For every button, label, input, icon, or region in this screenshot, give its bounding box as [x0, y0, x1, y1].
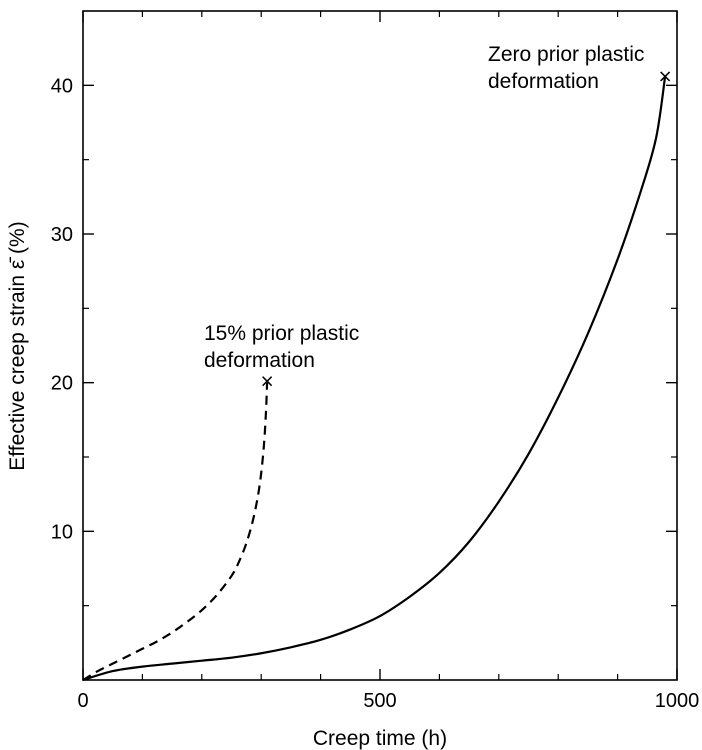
end-markers [262, 71, 671, 387]
y-tick-label: 20 [51, 373, 73, 395]
axis-ticks [82, 11, 678, 680]
x-tick-label: 1000 [655, 690, 700, 712]
x-tick-label: 0 [77, 690, 88, 712]
series-end-x-marker [262, 376, 273, 387]
y-tick-label: 10 [51, 521, 73, 543]
annotation-15-prior-line-2: deformation [204, 349, 315, 372]
annotation-15-prior-line-1: 15% prior plastic [204, 322, 359, 345]
series-line-zero-prior [82, 76, 667, 682]
annotation-zero-prior-line-1: Zero prior plastic [488, 43, 644, 66]
axis-tick-labels: 0 500 1000 10 20 30 40 [51, 75, 700, 712]
x-tick-label: 500 [363, 690, 396, 712]
annotation-zero-prior-line-2: deformation [488, 70, 599, 93]
series-end-x-marker [660, 71, 671, 82]
x-axis-label: Creep time (h) [313, 727, 447, 750]
annotation-15-prior: 15% prior plastic deformation [204, 322, 365, 372]
annotation-zero-prior: Zero prior plastic deformation [488, 43, 650, 93]
series-line-15-prior [82, 381, 269, 681]
y-axis-label: Effective creep strain ε̄ (%) [6, 221, 29, 470]
plot-frame [82, 10, 678, 681]
data-series [82, 76, 667, 682]
y-tick-label: 30 [51, 224, 73, 246]
y-tick-label: 40 [51, 75, 73, 97]
